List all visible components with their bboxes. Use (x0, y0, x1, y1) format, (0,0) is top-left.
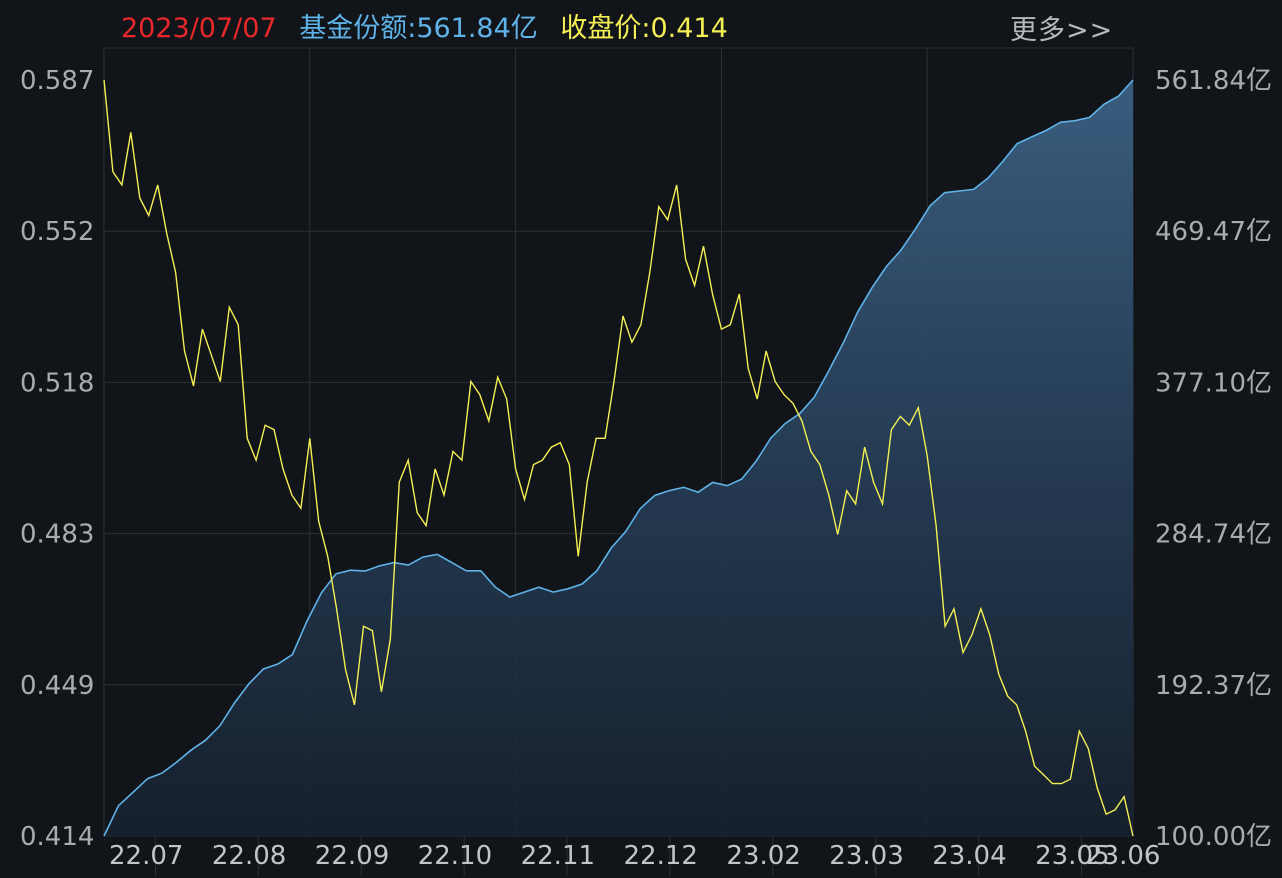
x-tick-label: 23.06 (1086, 841, 1160, 871)
header-close-price: 收盘价:0.414 (560, 13, 728, 44)
right-tick-label: 100.00亿 (1155, 822, 1272, 852)
right-tick-label: 377.10亿 (1155, 368, 1272, 398)
x-axis-ticks: 22.07 22.08 22.09 22.10 22.11 22.12 23.02 23.03… (109, 841, 1160, 871)
x-tick-label: 22.10 (418, 841, 492, 871)
left-axis-ticks: 0.587 0.552 0.518 0.483 0.449 0.414 (20, 66, 94, 852)
x-tick-label: 22.11 (521, 841, 595, 871)
left-tick-label: 0.449 (20, 671, 94, 701)
x-tick-label: 22.07 (109, 841, 183, 871)
right-tick-label: 192.37亿 (1155, 671, 1272, 701)
left-tick-label: 0.552 (20, 217, 94, 247)
left-tick-label: 0.518 (20, 368, 94, 398)
x-tick-label: 22.12 (624, 841, 698, 871)
right-tick-label: 561.84亿 (1155, 66, 1272, 96)
x-tick-label: 22.08 (212, 841, 286, 871)
close-price-line (103, 79, 1134, 837)
fund-share-line (103, 79, 1134, 837)
header-fund-share: 基金份额:561.84亿 (299, 13, 538, 44)
x-tick-label: 23.05 (1035, 841, 1109, 871)
left-tick-label: 0.587 (20, 66, 94, 96)
x-tick-label: 22.09 (315, 841, 389, 871)
left-tick-label: 0.414 (20, 822, 94, 852)
right-tick-label: 469.47亿 (1155, 217, 1272, 247)
right-tick-label: 284.74亿 (1155, 520, 1272, 550)
chart-header: 2023/07/07 基金份额:561.84亿 收盘价:0.414 (121, 6, 742, 45)
right-axis-ticks: 561.84亿 469.47亿 377.10亿 284.74亿 192.37亿 100.0… (1155, 66, 1272, 852)
x-tick-label: 23.02 (726, 841, 800, 871)
x-tick-label: 23.04 (932, 841, 1006, 871)
more-link[interactable]: 更多>> (1010, 15, 1114, 46)
left-tick-label: 0.483 (20, 520, 94, 550)
fund-share-area (104, 80, 1133, 836)
x-tick-label: 23.03 (829, 841, 903, 871)
header-date: 2023/07/07 (121, 13, 277, 44)
